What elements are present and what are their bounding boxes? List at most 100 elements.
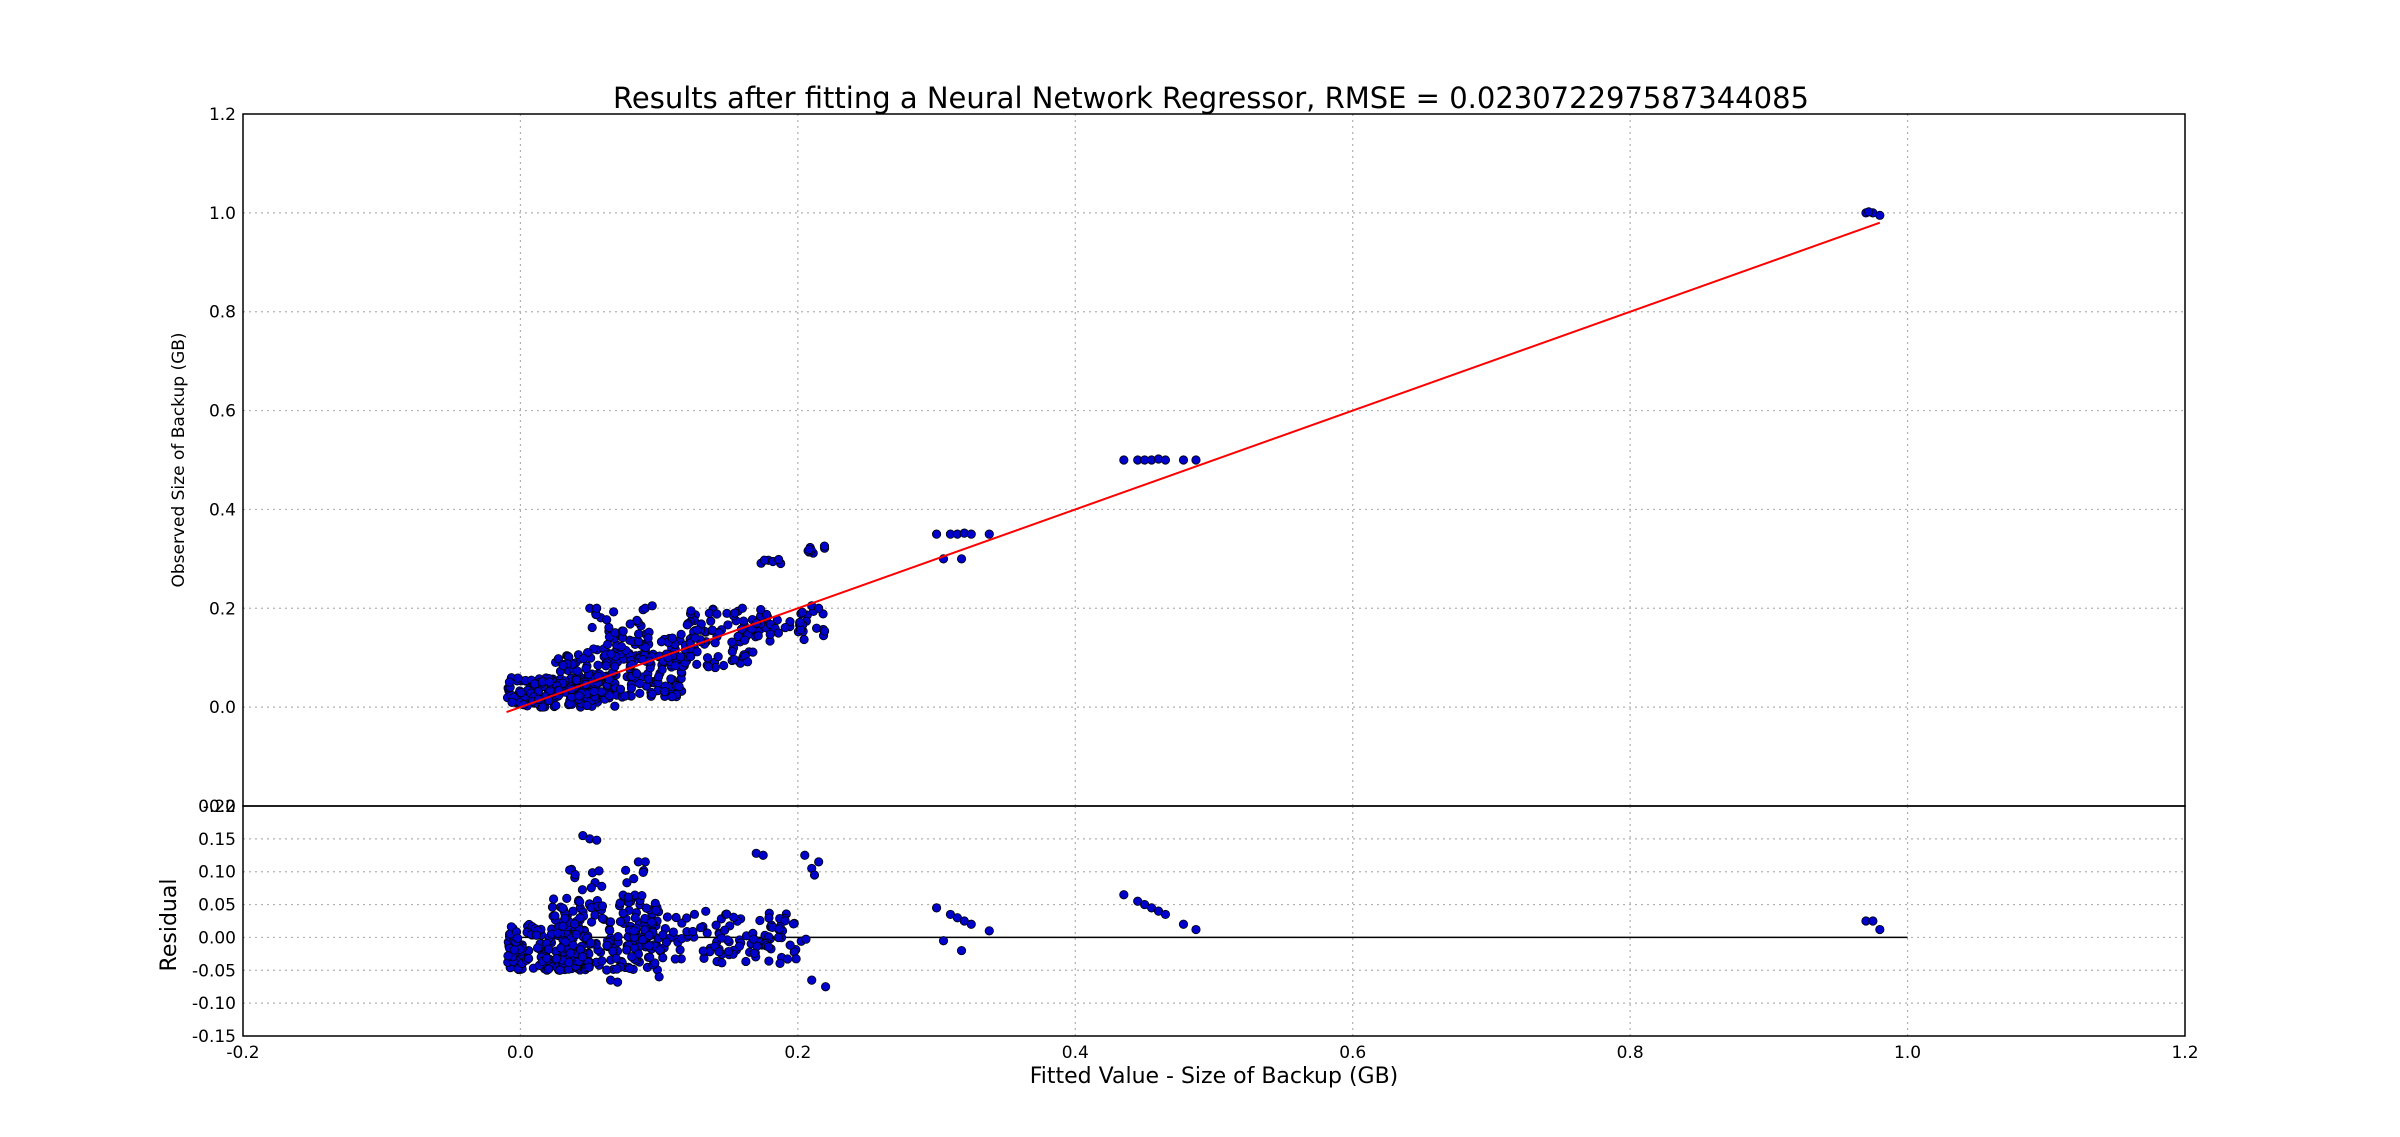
residual-point	[696, 922, 706, 933]
residual-point	[717, 958, 727, 968]
top-y-tick-label: 1.2	[209, 105, 236, 125]
residual-point	[791, 954, 801, 964]
observed-point	[675, 652, 686, 662]
residual-point	[612, 964, 622, 974]
residual-point	[531, 930, 541, 940]
observed-point	[729, 654, 739, 665]
observed-point	[686, 606, 696, 616]
observed-point	[513, 673, 523, 683]
residual-point	[564, 957, 574, 967]
residual-point	[641, 903, 651, 913]
bottom-y-tick-label: 0.05	[198, 896, 236, 916]
observed-point	[604, 622, 614, 633]
top-gridlines	[243, 114, 2185, 806]
residual-point	[565, 948, 575, 958]
observed-point	[544, 677, 555, 687]
residual-point	[594, 866, 604, 876]
observed-point	[712, 609, 722, 619]
observed-point	[589, 686, 599, 697]
residual-point	[551, 954, 561, 964]
residual-point	[613, 932, 623, 942]
residual-point	[675, 945, 685, 955]
observed-point	[633, 636, 644, 647]
residual-point	[646, 917, 657, 927]
observed-point	[647, 601, 657, 611]
residual-point	[749, 948, 759, 958]
observed-point	[676, 629, 686, 639]
observed-point	[605, 691, 615, 701]
observed-point	[538, 702, 548, 712]
observed-point	[606, 649, 616, 659]
residual-point	[571, 929, 581, 940]
residual-point	[568, 906, 578, 916]
residual-point	[809, 870, 820, 880]
residual-point	[556, 943, 566, 953]
observed-point	[603, 639, 613, 649]
residual-point	[592, 835, 602, 845]
residual-point	[662, 912, 673, 922]
observed-point	[820, 626, 830, 636]
observed-point	[1119, 455, 1129, 465]
observed-point	[643, 674, 653, 684]
residual-point	[654, 972, 664, 982]
residual-point	[785, 940, 795, 950]
observed-point	[774, 554, 784, 565]
observed-point	[742, 657, 753, 667]
residual-point	[586, 938, 596, 948]
top-scatter-points	[502, 207, 1885, 712]
residual-point	[558, 903, 568, 913]
residual-point	[644, 930, 654, 940]
observed-point	[690, 633, 700, 643]
x-tick-label: 0.0	[507, 1043, 534, 1063]
observed-point	[759, 555, 769, 565]
residual-point	[625, 963, 635, 973]
observed-point	[610, 662, 620, 672]
residual-point	[605, 925, 615, 936]
observed-point	[587, 622, 597, 633]
residual-point	[513, 933, 523, 943]
observed-point	[656, 637, 667, 647]
observed-point	[582, 700, 592, 711]
observed-point	[704, 608, 714, 618]
residual-point	[552, 928, 563, 938]
top-y-tick-label: 0.2	[209, 599, 236, 619]
residual-scatter-points	[503, 830, 1885, 992]
observed-point	[572, 666, 582, 676]
residual-point	[629, 874, 639, 884]
observed-point	[1191, 455, 1201, 465]
x-tick-labels: -0.2 0.0 0.2 0.4 0.6 0.8 1.0 1.2	[226, 1043, 2198, 1063]
residual-panel: -0.15 -0.10 -0.05 0.00 0.05 0.10 0.15 0.20 -0.2…	[157, 797, 2199, 1089]
observed-point	[635, 688, 645, 698]
observed-point	[723, 620, 733, 630]
observed-point	[551, 700, 561, 711]
observed-point	[581, 663, 591, 674]
residual-point	[548, 894, 559, 904]
observed-vs-fitted-panel: Results after fitting a Neural Network R…	[169, 81, 2186, 817]
residual-point	[503, 951, 513, 961]
observed-point	[616, 642, 627, 652]
residual-point	[820, 982, 831, 992]
observed-point	[797, 607, 807, 617]
top-y-tick-label: 0.4	[209, 500, 236, 520]
observed-point	[674, 681, 684, 692]
observed-point	[719, 660, 729, 671]
residual-point	[984, 926, 994, 936]
observed-point	[670, 661, 680, 671]
residual-point	[1160, 909, 1171, 920]
observed-point	[729, 608, 740, 618]
residual-point	[597, 956, 607, 966]
observed-point	[753, 631, 763, 641]
residual-point	[763, 942, 774, 952]
residual-point	[638, 867, 648, 877]
residual-point	[1119, 890, 1129, 900]
observed-point	[703, 662, 713, 672]
top-y-tick-label: 0.0	[209, 698, 236, 718]
residual-point	[627, 952, 637, 962]
residual-point	[801, 934, 811, 944]
residual-point	[638, 935, 648, 945]
x-tick-label: 0.8	[1617, 1043, 1644, 1063]
observed-point	[795, 617, 805, 627]
residual-point	[938, 936, 949, 946]
observed-point	[507, 697, 517, 707]
